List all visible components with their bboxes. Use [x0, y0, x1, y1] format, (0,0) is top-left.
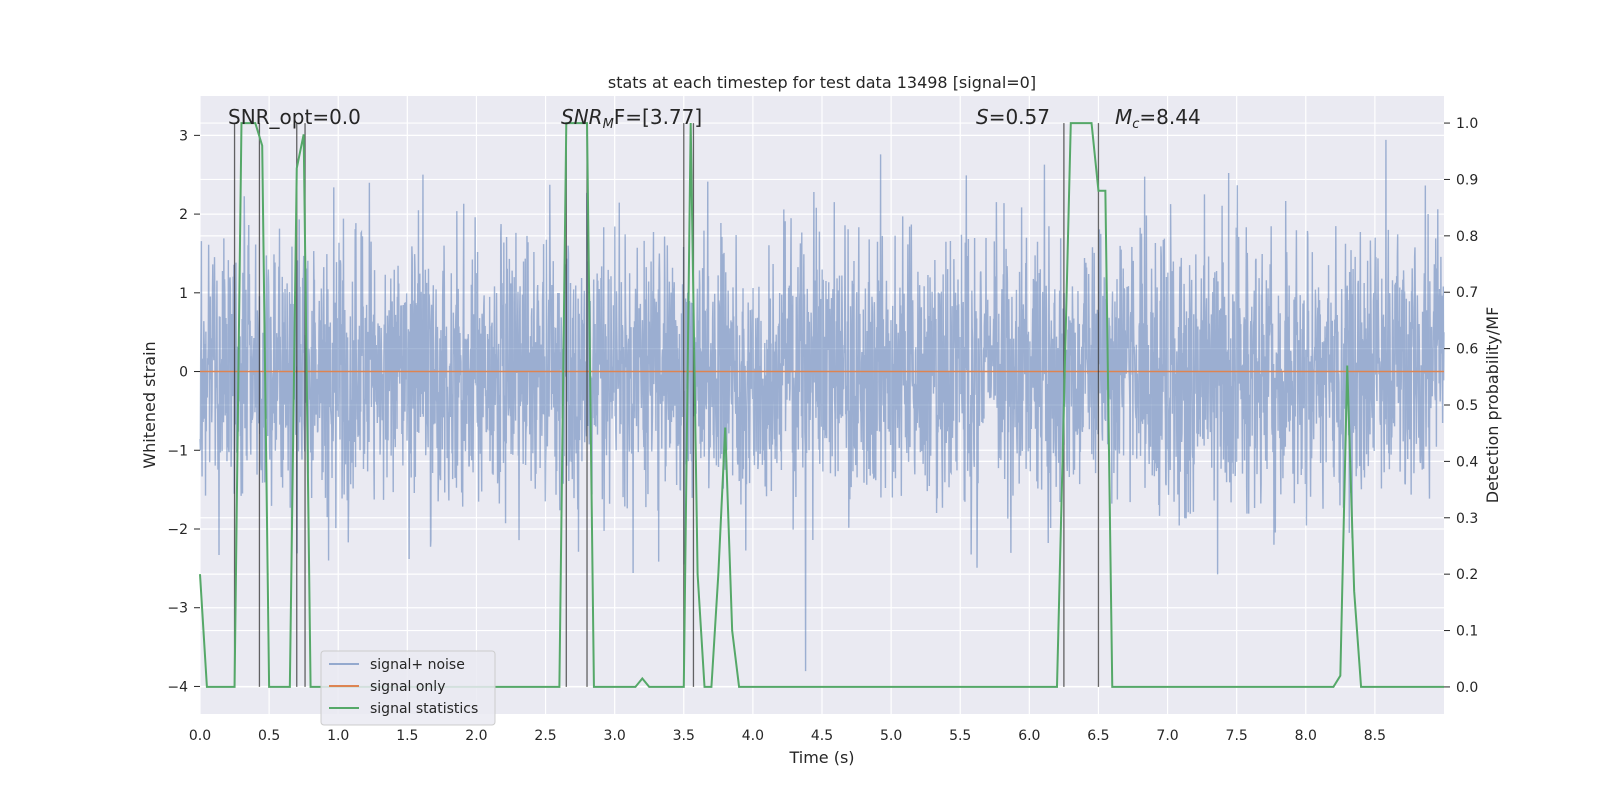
y2-tick-label: 0.5 [1456, 398, 1478, 414]
chart-title: stats at each timestep for test data 134… [608, 73, 1036, 92]
x-tick-label: 0.5 [258, 728, 280, 744]
statistics-line [199, 122, 1444, 688]
legend-label-signal: signal only [370, 679, 445, 695]
y-tick-label: 0 [179, 365, 188, 381]
y2-tick-label: 0.0 [1456, 680, 1478, 696]
y-tick-label: −3 [167, 601, 188, 617]
x-tick-label: 1.5 [396, 728, 418, 744]
x-tick-label: 8.0 [1295, 728, 1317, 744]
y2-tick-label: 0.2 [1456, 567, 1478, 583]
x-tick-label: 4.0 [742, 728, 764, 744]
x-tick-label: 2.0 [465, 728, 487, 744]
x-tick-label: 0.0 [189, 728, 211, 744]
x-tick-label: 7.0 [1156, 728, 1178, 744]
y2-axis-label: Detection probability/MF [1483, 307, 1502, 504]
y2-tick-label: 0.1 [1456, 624, 1478, 640]
statistics-series [199, 122, 1444, 688]
x-tick-label: 5.5 [949, 728, 971, 744]
x-tick-label: 1.0 [327, 728, 349, 744]
annotation-snr-opt: SNR_opt=0.0 [228, 105, 361, 129]
y2-tick-label: 0.6 [1456, 342, 1478, 358]
y2-tick-label: 1.0 [1456, 116, 1478, 132]
annotation-mc-symbol: M [1115, 105, 1132, 129]
x-tick-label: 3.5 [673, 728, 695, 744]
y2-tick-label: 0.9 [1456, 172, 1478, 188]
y-tick-label: 3 [179, 128, 188, 144]
annotation-snr-mf-sub: M [603, 117, 614, 132]
y-tick-label: 1 [179, 286, 188, 302]
y-tick-label: 2 [179, 207, 188, 223]
annotation-snr-mf-value: F=[3.77] [614, 105, 702, 129]
annotation-s-symbol: S [976, 105, 989, 129]
x-tick-label: 6.5 [1087, 728, 1109, 744]
y-tick-label: −4 [167, 679, 188, 695]
y2-tick-label: 0.3 [1456, 511, 1478, 527]
x-tick-label: 7.5 [1226, 728, 1248, 744]
x-tick-label: 2.5 [534, 728, 556, 744]
y2-tick-label: 0.8 [1456, 229, 1478, 245]
x-tick-label: 4.5 [811, 728, 833, 744]
y2-tick-label: 0.4 [1456, 454, 1478, 470]
y2-axis-ticks: 0.0 0.1 0.2 0.3 0.4 0.5 0.6 0.7 0.8 0.9 1.0 [1444, 116, 1478, 696]
legend: signal+ noise signal only signal statist… [320, 650, 496, 726]
y2-tick-label: 0.7 [1456, 285, 1478, 301]
annotation-s-value: =0.57 [989, 105, 1050, 129]
noise-line [199, 139, 1445, 672]
legend-label-stats: signal statistics [370, 701, 478, 717]
x-axis-ticks: 0.0 0.5 1.0 1.5 2.0 2.5 3.0 3.5 4.0 4.5 5.0 5.5 6.0 6… [189, 728, 1386, 744]
y-axis-ticks: −4 −3 −2 −1 0 1 2 3 [167, 128, 200, 695]
y-tick-label: −1 [167, 443, 188, 459]
annotation-mc-value: =8.44 [1139, 105, 1200, 129]
x-tick-label: 3.0 [604, 728, 626, 744]
x-tick-label: 6.0 [1018, 728, 1040, 744]
x-tick-label: 8.5 [1364, 728, 1386, 744]
y-tick-label: −2 [167, 522, 188, 538]
legend-box [320, 650, 496, 726]
x-tick-label: 5.0 [880, 728, 902, 744]
noise-series [199, 139, 1445, 672]
legend-label-noise: signal+ noise [370, 657, 465, 673]
annotation-snr-mf-snr: SNR [561, 105, 603, 129]
annotation-mc: Mc=8.44 [1115, 105, 1201, 132]
annotation-s: S=0.57 [976, 105, 1050, 129]
annotation-mc-sub: c [1132, 117, 1139, 132]
annotation-snr-mf: SNRMF=[3.77] [561, 105, 702, 132]
x-axis-label: Time (s) [788, 748, 854, 767]
y-axis-label: Whitened strain [140, 341, 159, 468]
